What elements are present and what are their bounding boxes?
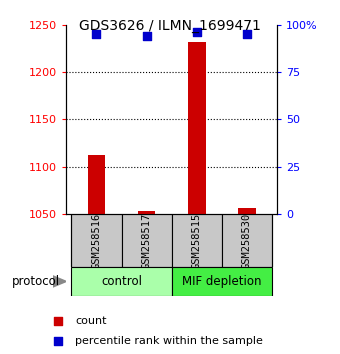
Bar [172, 267, 272, 296]
Bar [238, 207, 256, 214]
Point [194, 29, 200, 35]
Bar [222, 214, 272, 267]
Text: GSM258515: GSM258515 [192, 213, 202, 269]
Text: percentile rank within the sample: percentile rank within the sample [75, 336, 264, 346]
Text: control: control [101, 275, 142, 288]
Bar [188, 42, 206, 214]
Text: MIF depletion: MIF depletion [182, 275, 262, 288]
Bar [71, 214, 121, 267]
Bar [121, 214, 172, 267]
Point [55, 318, 61, 324]
Text: protocol: protocol [12, 275, 60, 288]
Point [244, 32, 250, 37]
Text: GDS3626 / ILMN_1699471: GDS3626 / ILMN_1699471 [79, 19, 261, 34]
Text: GSM258530: GSM258530 [242, 213, 252, 269]
Text: count: count [75, 316, 107, 326]
Bar [172, 214, 222, 267]
Bar [71, 267, 172, 296]
Point [55, 338, 61, 344]
Bar [138, 211, 155, 214]
Polygon shape [53, 276, 66, 287]
Point [144, 33, 149, 39]
Text: GSM258516: GSM258516 [91, 213, 101, 269]
Text: GSM258517: GSM258517 [141, 213, 152, 269]
Point [94, 32, 99, 37]
Bar [88, 154, 105, 214]
